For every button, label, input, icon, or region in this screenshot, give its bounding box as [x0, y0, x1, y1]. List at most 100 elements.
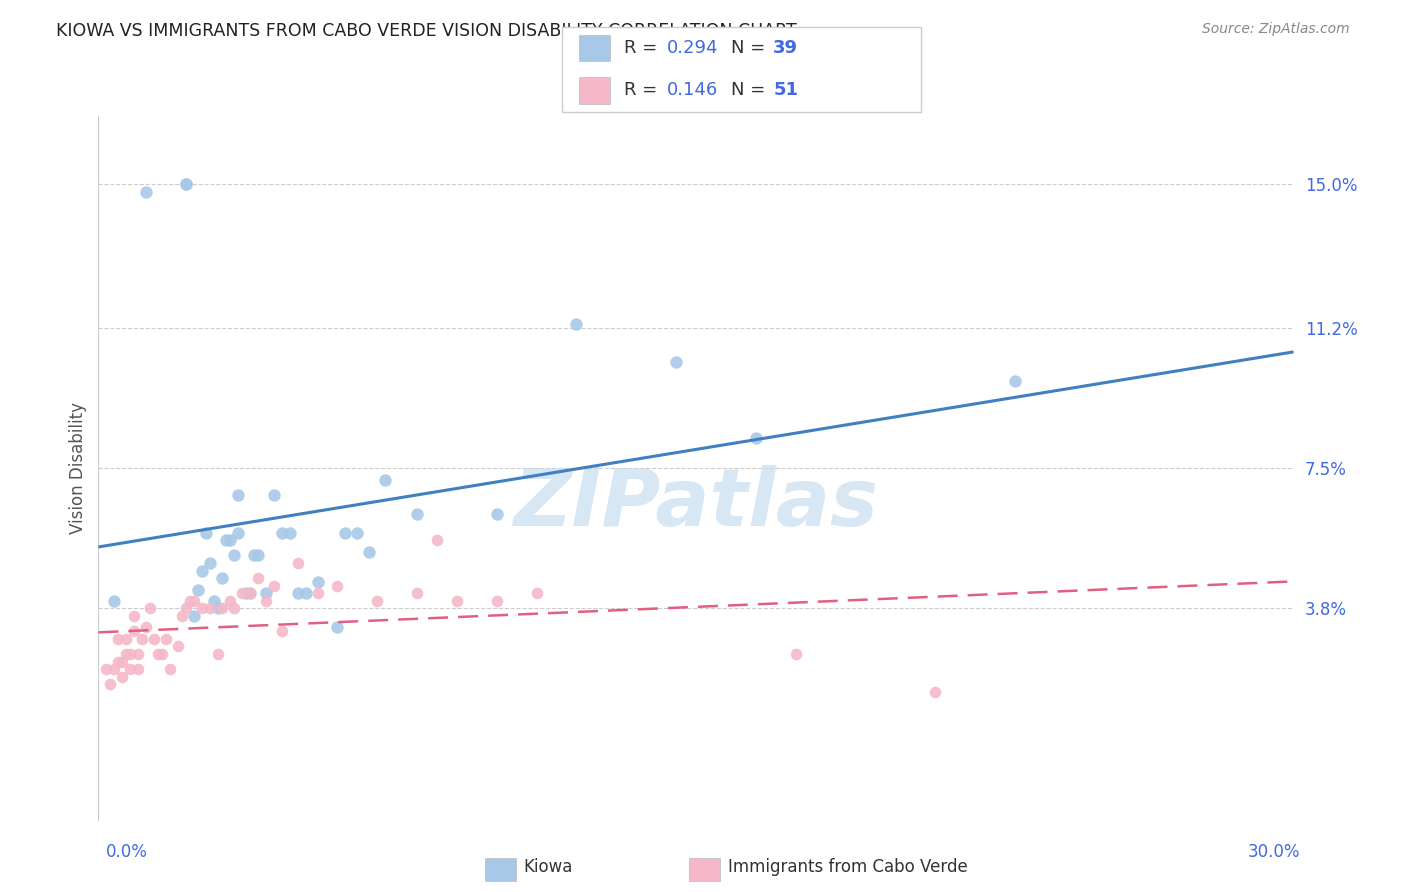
Text: ZIPatlas: ZIPatlas: [513, 465, 879, 542]
Point: [226, 488, 249, 502]
Point: [143, 632, 166, 646]
Text: 0.0%: 0.0%: [105, 843, 148, 861]
Point: [139, 601, 162, 615]
Point: [366, 594, 388, 608]
Point: [565, 318, 588, 332]
Point: [222, 549, 245, 563]
Point: [406, 586, 429, 600]
Point: [326, 620, 349, 634]
Point: [374, 473, 396, 487]
Point: [211, 601, 233, 615]
Point: [174, 177, 197, 191]
Y-axis label: Vision Disability: Vision Disability: [69, 402, 87, 534]
Point: [107, 655, 129, 669]
Point: [485, 594, 508, 608]
Point: [202, 594, 225, 608]
Point: [115, 632, 138, 646]
Point: [278, 525, 301, 540]
Point: [127, 662, 149, 676]
Point: [135, 185, 157, 199]
Point: [155, 632, 177, 646]
Point: [270, 525, 292, 540]
Text: Immigrants from Cabo Verde: Immigrants from Cabo Verde: [728, 858, 969, 876]
Point: [207, 647, 229, 661]
Point: [222, 601, 245, 615]
Point: [263, 488, 285, 502]
Point: [226, 525, 249, 540]
Text: 51: 51: [773, 81, 799, 99]
Point: [254, 586, 277, 600]
Point: [195, 525, 218, 540]
Text: 0.294: 0.294: [666, 39, 718, 57]
Point: [115, 647, 138, 661]
Point: [326, 579, 349, 593]
Point: [243, 549, 266, 563]
Point: [111, 670, 134, 684]
Text: 39: 39: [773, 39, 799, 57]
Point: [665, 355, 688, 369]
Point: [127, 647, 149, 661]
Point: [107, 632, 129, 646]
Point: [785, 647, 807, 661]
Point: [120, 662, 142, 676]
Point: [211, 571, 233, 585]
Text: 30.0%: 30.0%: [1249, 843, 1301, 861]
Point: [745, 431, 768, 445]
Point: [485, 507, 508, 521]
Point: [172, 609, 194, 624]
Text: Kiowa: Kiowa: [523, 858, 572, 876]
Point: [174, 601, 197, 615]
Point: [219, 594, 242, 608]
Point: [131, 632, 153, 646]
Point: [446, 594, 468, 608]
Point: [215, 533, 238, 548]
Point: [335, 525, 357, 540]
Point: [246, 571, 269, 585]
Point: [270, 624, 292, 639]
Point: [406, 507, 429, 521]
Point: [191, 564, 214, 578]
Point: [263, 579, 285, 593]
Point: [239, 586, 262, 600]
Text: R =: R =: [624, 39, 664, 57]
Point: [159, 662, 181, 676]
Text: KIOWA VS IMMIGRANTS FROM CABO VERDE VISION DISABILITY CORRELATION CHART: KIOWA VS IMMIGRANTS FROM CABO VERDE VISI…: [56, 22, 797, 40]
Point: [167, 640, 190, 654]
Point: [207, 601, 229, 615]
Point: [526, 586, 548, 600]
Point: [111, 655, 134, 669]
Point: [148, 647, 170, 661]
Point: [287, 556, 309, 570]
Point: [346, 525, 368, 540]
Point: [179, 594, 201, 608]
Point: [103, 662, 125, 676]
Point: [183, 594, 205, 608]
Point: [198, 601, 221, 615]
Point: [198, 556, 221, 570]
Point: [359, 544, 381, 558]
Point: [124, 609, 146, 624]
Point: [1004, 374, 1026, 388]
Point: [120, 647, 142, 661]
Point: [307, 574, 329, 589]
Text: Source: ZipAtlas.com: Source: ZipAtlas.com: [1202, 22, 1350, 37]
Text: N =: N =: [731, 81, 770, 99]
Point: [103, 594, 125, 608]
Point: [124, 624, 146, 639]
Point: [246, 549, 269, 563]
Point: [307, 586, 329, 600]
Point: [150, 647, 173, 661]
Text: R =: R =: [624, 81, 664, 99]
Point: [96, 662, 118, 676]
Point: [924, 685, 946, 699]
Point: [239, 586, 262, 600]
Text: 0.146: 0.146: [666, 81, 717, 99]
Point: [191, 601, 214, 615]
Point: [235, 586, 257, 600]
Point: [219, 533, 242, 548]
Point: [187, 582, 209, 597]
Point: [135, 620, 157, 634]
Point: [254, 594, 277, 608]
Point: [183, 609, 205, 624]
Point: [231, 586, 253, 600]
